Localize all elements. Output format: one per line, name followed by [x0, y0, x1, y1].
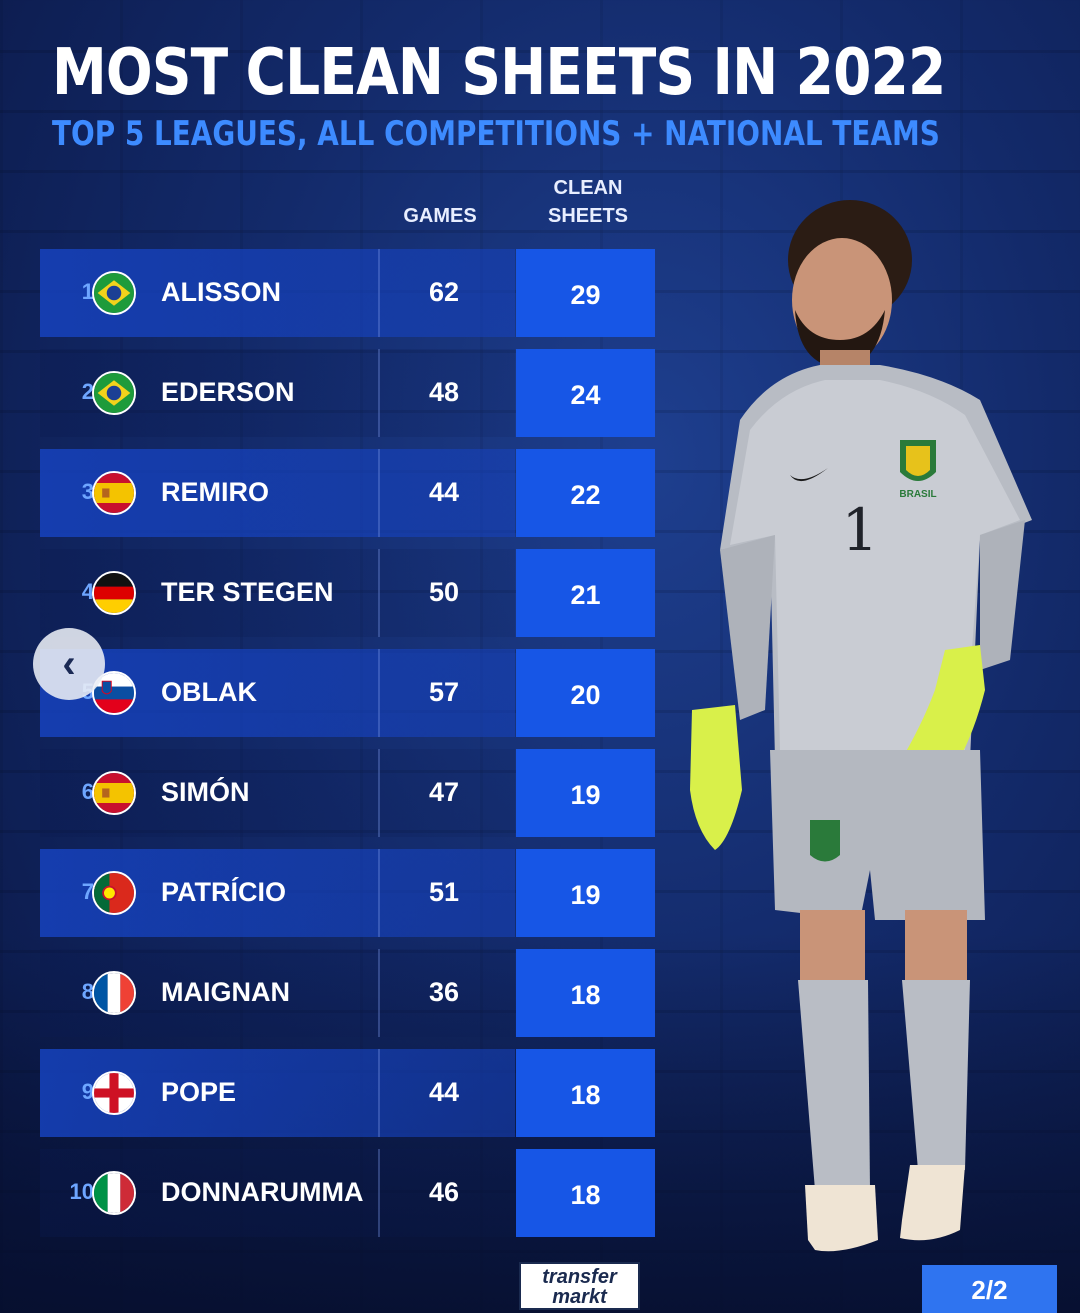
row-divider [378, 749, 380, 837]
spain-flag-icon [92, 471, 136, 515]
row-divider [378, 849, 380, 937]
column-header-games: GAMES [403, 205, 477, 227]
row-rank: 8 [81, 979, 94, 1004]
player-name: REMIRO [161, 477, 269, 507]
logo-line2: markt [552, 1286, 607, 1308]
table-row: 2 EDERSON 48 24 [40, 349, 655, 437]
carousel-back-button[interactable]: ‹ [33, 628, 105, 700]
clean-sheets-value: 29 [516, 249, 655, 337]
england-flag-icon [92, 1071, 136, 1115]
games-value: 44 [428, 1077, 460, 1107]
table-row: 6 SIMÓN 47 19 [40, 749, 655, 837]
germany-flag-icon [92, 571, 136, 615]
player-name: EDERSON [161, 377, 295, 407]
transfermarkt-logo: transfer markt [519, 1262, 640, 1310]
games-value: 48 [428, 377, 460, 407]
page-subtitle: TOP 5 LEAGUES, ALL COMPETITIONS + NATION… [52, 114, 940, 154]
spain-flag-icon [92, 771, 136, 815]
row-rank: 1 [81, 279, 94, 304]
table-row: 1 ALISSON 62 29 [40, 249, 655, 337]
clean-sheets-value: 22 [516, 449, 655, 537]
table-row: 10 DONNARUMMA 46 18 [40, 1149, 655, 1237]
player-name: MAIGNAN [161, 977, 290, 1007]
table-row: 9 POPE 44 18 [40, 1049, 655, 1137]
page-title: MOST CLEAN SHEETS IN 2022 [52, 36, 946, 110]
row-rank: 4 [81, 579, 94, 604]
row-divider [378, 349, 380, 437]
clean-sheets-value: 19 [516, 749, 655, 837]
goalkeeper-photo: BRASIL 1 [690, 200, 1032, 1252]
row-divider [378, 1149, 380, 1237]
player-name: ALISSON [161, 277, 282, 307]
row-rank: 10 [69, 1179, 94, 1204]
row-divider [378, 449, 380, 537]
table-row: 3 REMIRO 44 22 [40, 449, 655, 537]
row-divider [378, 549, 380, 637]
table-row: 5 OBLAK 57 20 [40, 649, 655, 737]
row-divider [378, 649, 380, 737]
table-row: 4 TER STEGEN 50 21 [40, 549, 655, 637]
column-header-clean-line1: CLEAN [553, 177, 623, 199]
player-name: PATRÍCIO [161, 877, 286, 907]
row-divider [378, 249, 380, 337]
player-name: SIMÓN [161, 777, 250, 807]
games-value: 50 [428, 577, 460, 607]
clean-sheets-value: 21 [516, 549, 655, 637]
row-divider [378, 949, 380, 1037]
clean-sheets-value: 18 [516, 1049, 655, 1137]
games-value: 51 [428, 877, 460, 907]
chevron-left-icon: ‹ [62, 641, 76, 686]
column-header-clean-sheets: CLEAN SHEETS [518, 174, 658, 230]
slovenia-flag-icon [92, 671, 136, 715]
page-indicator: 2/2 [922, 1265, 1057, 1313]
clean-sheets-value: 24 [516, 349, 655, 437]
portugal-flag-icon [92, 871, 136, 915]
player-name: POPE [161, 1077, 237, 1107]
player-name: DONNARUMMA [161, 1177, 364, 1207]
row-rank: 3 [81, 479, 94, 504]
row-rank: 6 [81, 779, 94, 804]
row-rank: 2 [81, 379, 94, 404]
player-name: OBLAK [161, 677, 257, 707]
games-value: 44 [428, 477, 460, 507]
games-value: 57 [428, 677, 460, 707]
clean-sheets-value: 20 [516, 649, 655, 737]
games-value: 62 [428, 277, 460, 307]
jersey-crest-text: BRASIL [899, 489, 936, 500]
italy-flag-icon [92, 1171, 136, 1215]
games-value: 46 [428, 1177, 460, 1207]
games-value: 47 [428, 777, 460, 807]
row-divider [378, 1049, 380, 1137]
games-value: 36 [428, 977, 460, 1007]
clean-sheets-value: 18 [516, 949, 655, 1037]
row-rank: 9 [81, 1079, 94, 1104]
logo-line1: transfer [542, 1266, 617, 1288]
player-name: TER STEGEN [161, 577, 334, 607]
column-header-clean-line2: SHEETS [547, 205, 629, 227]
clean-sheets-value: 18 [516, 1149, 655, 1237]
row-rank: 7 [81, 879, 94, 904]
clean-sheets-value: 19 [516, 849, 655, 937]
brazil-flag-icon [92, 271, 136, 315]
table-row: 7 PATRÍCIO 51 19 [40, 849, 655, 937]
table-row: 8 MAIGNAN 36 18 [40, 949, 655, 1037]
jersey-number: 1 [842, 496, 879, 564]
france-flag-icon [92, 971, 136, 1015]
brazil-flag-icon [92, 371, 136, 415]
